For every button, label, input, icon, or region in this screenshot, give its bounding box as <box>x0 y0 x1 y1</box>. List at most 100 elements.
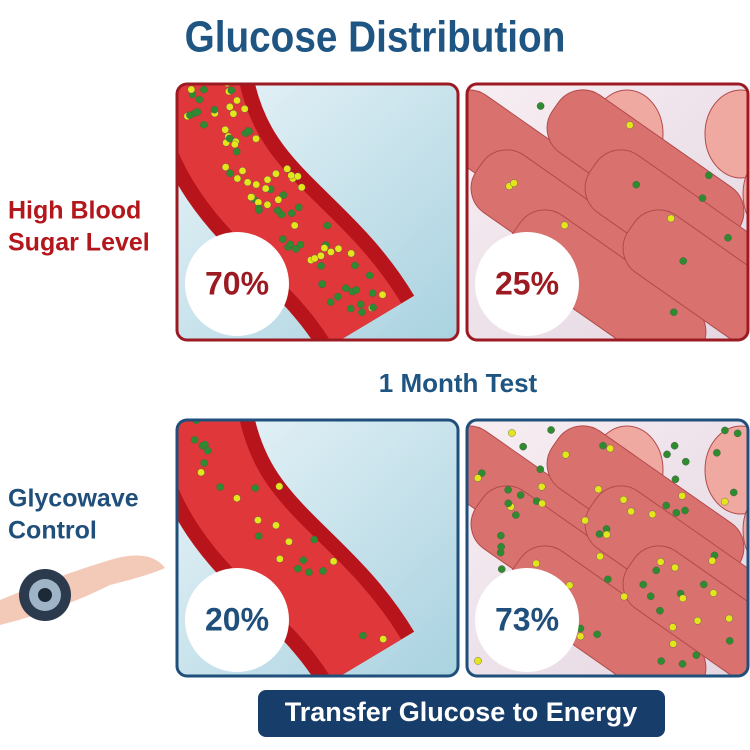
glucose-dot <box>595 530 604 538</box>
glucose-dot <box>692 651 701 659</box>
glucose-dot <box>519 442 527 451</box>
glucose-dot <box>233 96 241 105</box>
glucose-dot <box>229 109 238 118</box>
glucose-dot <box>299 556 308 564</box>
panel-border <box>175 82 460 342</box>
glucose-dot <box>359 631 367 640</box>
glucose-dot <box>625 121 634 129</box>
glucose-dot <box>720 497 729 506</box>
glucose-dot <box>294 564 302 573</box>
glucose-dot <box>656 606 664 615</box>
glucose-dot <box>537 482 546 491</box>
percent-badge <box>475 568 579 672</box>
glucose-dot <box>379 635 387 643</box>
glucose-dot <box>317 262 325 270</box>
glucose-dot <box>305 568 313 577</box>
percent-badge <box>185 568 289 672</box>
wristband-icon <box>0 555 165 625</box>
glucose-dot <box>221 163 230 171</box>
glucose-dot <box>536 465 545 474</box>
glucose-dot <box>263 200 272 209</box>
panel-border <box>465 418 750 678</box>
glucose-dot <box>287 171 296 180</box>
glucose-dot <box>669 623 677 631</box>
glucose-dot <box>225 134 234 143</box>
glucose-dot <box>581 516 589 525</box>
glucose-dot <box>709 589 718 597</box>
glucose-dot <box>477 469 486 477</box>
glucose-dot <box>646 592 655 601</box>
glucose-dot <box>679 257 688 265</box>
glucose-dot <box>594 485 603 494</box>
glucose-dot <box>210 105 219 114</box>
vessel-lumen <box>177 420 402 676</box>
glucose-dot <box>294 172 302 181</box>
glucose-dot <box>713 449 721 457</box>
glucose-dot <box>497 542 505 551</box>
glucose-dot <box>358 308 366 317</box>
muscle-end <box>704 89 748 179</box>
muscle-fiber <box>622 209 748 340</box>
glucose-dot <box>681 506 689 515</box>
glucose-dot <box>678 492 686 500</box>
glucose-dot <box>576 632 585 641</box>
glucose-dot <box>279 191 288 199</box>
glucose-dot <box>604 575 612 584</box>
glucose-dot <box>197 468 205 477</box>
glucose-dot <box>357 300 365 309</box>
glucose-dot <box>254 516 262 524</box>
glucose-dot <box>656 558 665 566</box>
glucose-dot <box>342 284 350 292</box>
glucose-dot <box>334 292 342 301</box>
panel <box>177 84 458 340</box>
percent-label: 20% <box>205 601 269 637</box>
glucose-dot <box>297 183 306 192</box>
glucose-dot <box>290 221 299 230</box>
glucose-dot <box>318 280 327 288</box>
glucose-dot <box>652 566 661 575</box>
glucose-dot <box>351 261 359 270</box>
glucose-dot <box>252 134 260 143</box>
glucose-dot <box>232 147 241 156</box>
glucose-dot <box>240 105 249 113</box>
glucose-dot <box>606 444 615 453</box>
row-label: Glycowave <box>8 485 139 513</box>
glucose-dot <box>327 248 335 256</box>
glucose-dot <box>497 531 505 540</box>
glucose-dot <box>195 95 204 104</box>
glucose-dot <box>725 637 734 645</box>
percent-label: 70% <box>205 265 269 301</box>
glucose-dot <box>369 303 377 312</box>
glucose-dot <box>272 521 280 530</box>
divider-label: 1 Month Test <box>379 368 538 398</box>
glucose-dot <box>203 446 212 455</box>
glucose-dot <box>320 244 329 252</box>
glucose-dot <box>310 535 318 544</box>
glucose-dot <box>251 484 260 492</box>
glucose-dot <box>347 304 355 313</box>
glucose-dot <box>285 537 293 546</box>
glucose-dot <box>512 511 520 519</box>
glucose-dot <box>639 580 648 589</box>
glucose-dot <box>669 308 678 316</box>
glucose-dot <box>620 592 628 601</box>
glucose-dot <box>536 102 545 110</box>
glucose-dot <box>292 245 300 253</box>
glucose-dot <box>729 488 738 497</box>
glucose-dot <box>671 475 680 484</box>
glucose-dot <box>272 169 280 178</box>
footer-label: Transfer Glucose to Energy <box>285 697 638 727</box>
glucose-dot <box>560 221 569 230</box>
glucose-dot <box>276 555 284 563</box>
glucose-dot <box>678 660 687 668</box>
glucose-dot <box>547 426 555 434</box>
glucose-dot <box>238 167 247 175</box>
glucose-dot <box>561 450 570 459</box>
glucose-dot <box>474 657 482 665</box>
vessel-lumen <box>177 84 402 340</box>
row-label: Control <box>8 517 97 545</box>
glucose-dot <box>670 441 679 450</box>
glucose-dot <box>352 286 360 294</box>
glucose-dot <box>378 290 387 299</box>
